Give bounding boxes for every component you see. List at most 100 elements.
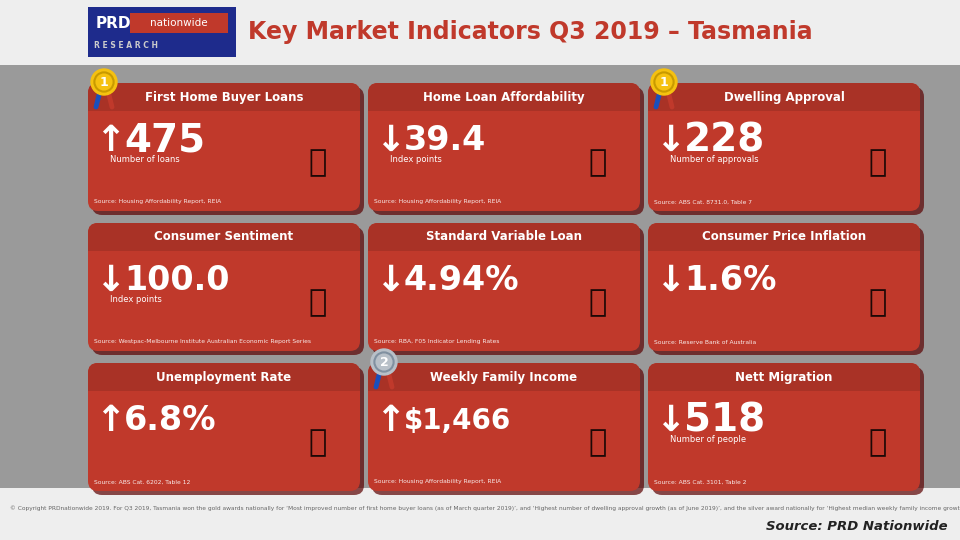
Text: 💵: 💵 [588,288,607,318]
Text: Source: ABS Cat. 8731.0, Table 7: Source: ABS Cat. 8731.0, Table 7 [654,199,752,205]
Text: ↓: ↓ [655,124,685,158]
Text: 👥: 👥 [869,429,887,457]
Text: Source: ABS Cat. 6202, Table 12: Source: ABS Cat. 6202, Table 12 [94,480,190,484]
Text: Source: ABS Cat. 3101, Table 2: Source: ABS Cat. 3101, Table 2 [654,480,747,484]
Circle shape [91,69,117,95]
FancyBboxPatch shape [368,377,640,391]
FancyBboxPatch shape [648,237,920,251]
Text: Nett Migration: Nett Migration [735,370,832,383]
FancyBboxPatch shape [372,87,644,215]
Text: Source: Housing Affordability Report, REIA: Source: Housing Affordability Report, RE… [374,480,501,484]
Text: Dwelling Approval: Dwelling Approval [724,91,845,104]
FancyBboxPatch shape [0,0,960,65]
Text: 🚶: 🚶 [309,429,327,457]
FancyBboxPatch shape [652,227,924,355]
FancyBboxPatch shape [648,83,920,111]
Text: Index points: Index points [390,154,442,164]
FancyBboxPatch shape [88,83,360,111]
Text: Source: RBA, F05 Indicator Lending Rates: Source: RBA, F05 Indicator Lending Rates [374,340,499,345]
Text: Source: Reserve Bank of Australia: Source: Reserve Bank of Australia [654,340,756,345]
FancyBboxPatch shape [372,227,644,355]
Text: ↓: ↓ [374,124,405,158]
Text: Consumer Price Inflation: Consumer Price Inflation [702,231,866,244]
Text: $1,466: $1,466 [404,407,512,435]
FancyBboxPatch shape [368,223,640,251]
Text: Key Market Indicators Q3 2019 – Tasmania: Key Market Indicators Q3 2019 – Tasmania [248,21,812,44]
Text: 4.94%: 4.94% [404,265,519,298]
Text: 🏢: 🏢 [869,148,887,178]
FancyBboxPatch shape [648,223,920,351]
FancyBboxPatch shape [92,87,364,215]
Text: nationwide: nationwide [150,18,207,28]
Text: Number of people: Number of people [670,435,746,443]
Text: ↓: ↓ [374,264,405,298]
Text: 518: 518 [684,402,765,440]
Text: Home Loan Affordability: Home Loan Affordability [423,91,585,104]
FancyBboxPatch shape [88,83,360,211]
Text: 1: 1 [100,76,108,89]
Text: Number of loans: Number of loans [110,154,180,164]
FancyBboxPatch shape [368,363,640,391]
FancyBboxPatch shape [368,223,640,351]
FancyBboxPatch shape [648,223,920,251]
FancyBboxPatch shape [88,223,360,351]
FancyBboxPatch shape [648,97,920,111]
Text: 🔑: 🔑 [309,148,327,178]
Circle shape [371,349,397,375]
FancyBboxPatch shape [0,488,960,540]
Text: R E S E A R C H: R E S E A R C H [94,40,158,50]
Text: 👍: 👍 [309,288,327,318]
Text: ↓: ↓ [655,264,685,298]
Text: ↓: ↓ [655,404,685,438]
FancyBboxPatch shape [368,237,640,251]
FancyBboxPatch shape [88,377,360,391]
Text: 💰: 💰 [588,429,607,457]
FancyBboxPatch shape [368,83,640,111]
FancyBboxPatch shape [88,223,360,251]
FancyBboxPatch shape [88,363,360,391]
Text: Source: Westpac-Melbourne Institute Australian Economic Report Series: Source: Westpac-Melbourne Institute Aust… [94,340,311,345]
Text: 2: 2 [379,355,389,368]
Text: Weekly Family Income: Weekly Family Income [430,370,578,383]
FancyBboxPatch shape [652,87,924,215]
Text: 🏠: 🏠 [588,148,607,178]
Text: ↑: ↑ [95,124,125,158]
FancyBboxPatch shape [88,237,360,251]
FancyBboxPatch shape [368,363,640,491]
Text: Source: Housing Affordability Report, REIA: Source: Housing Affordability Report, RE… [374,199,501,205]
Text: 228: 228 [684,122,765,160]
FancyBboxPatch shape [130,13,228,33]
Text: 🛒: 🛒 [869,288,887,318]
Text: Index points: Index points [110,294,162,303]
Text: 100.0: 100.0 [124,265,229,298]
Text: Unemployment Rate: Unemployment Rate [156,370,292,383]
Text: Number of approvals: Number of approvals [670,154,758,164]
FancyBboxPatch shape [92,367,364,495]
Text: ↑: ↑ [95,404,125,438]
Text: Source: PRD Nationwide: Source: PRD Nationwide [766,521,948,534]
Text: ↓: ↓ [95,264,125,298]
Text: Standard Variable Loan: Standard Variable Loan [426,231,582,244]
FancyBboxPatch shape [652,367,924,495]
FancyBboxPatch shape [88,363,360,491]
FancyBboxPatch shape [88,97,360,111]
FancyBboxPatch shape [368,83,640,211]
Text: ↑: ↑ [374,404,405,438]
FancyBboxPatch shape [648,363,920,391]
Text: PRD: PRD [96,17,132,31]
Text: © Copyright PRDnationwide 2019. For Q3 2019, Tasmania won the gold awards nation: © Copyright PRDnationwide 2019. For Q3 2… [10,505,960,511]
FancyBboxPatch shape [372,367,644,495]
FancyBboxPatch shape [648,83,920,211]
Text: Source: Housing Affordability Report, REIA: Source: Housing Affordability Report, RE… [94,199,221,205]
FancyBboxPatch shape [92,227,364,355]
Text: 39.4: 39.4 [404,125,487,158]
Text: 1: 1 [660,76,668,89]
Text: First Home Buyer Loans: First Home Buyer Loans [145,91,303,104]
Circle shape [651,69,677,95]
FancyBboxPatch shape [88,7,236,57]
FancyBboxPatch shape [368,97,640,111]
FancyBboxPatch shape [648,363,920,491]
FancyBboxPatch shape [648,377,920,391]
Text: 475: 475 [124,122,205,160]
Text: 1.6%: 1.6% [684,265,777,298]
